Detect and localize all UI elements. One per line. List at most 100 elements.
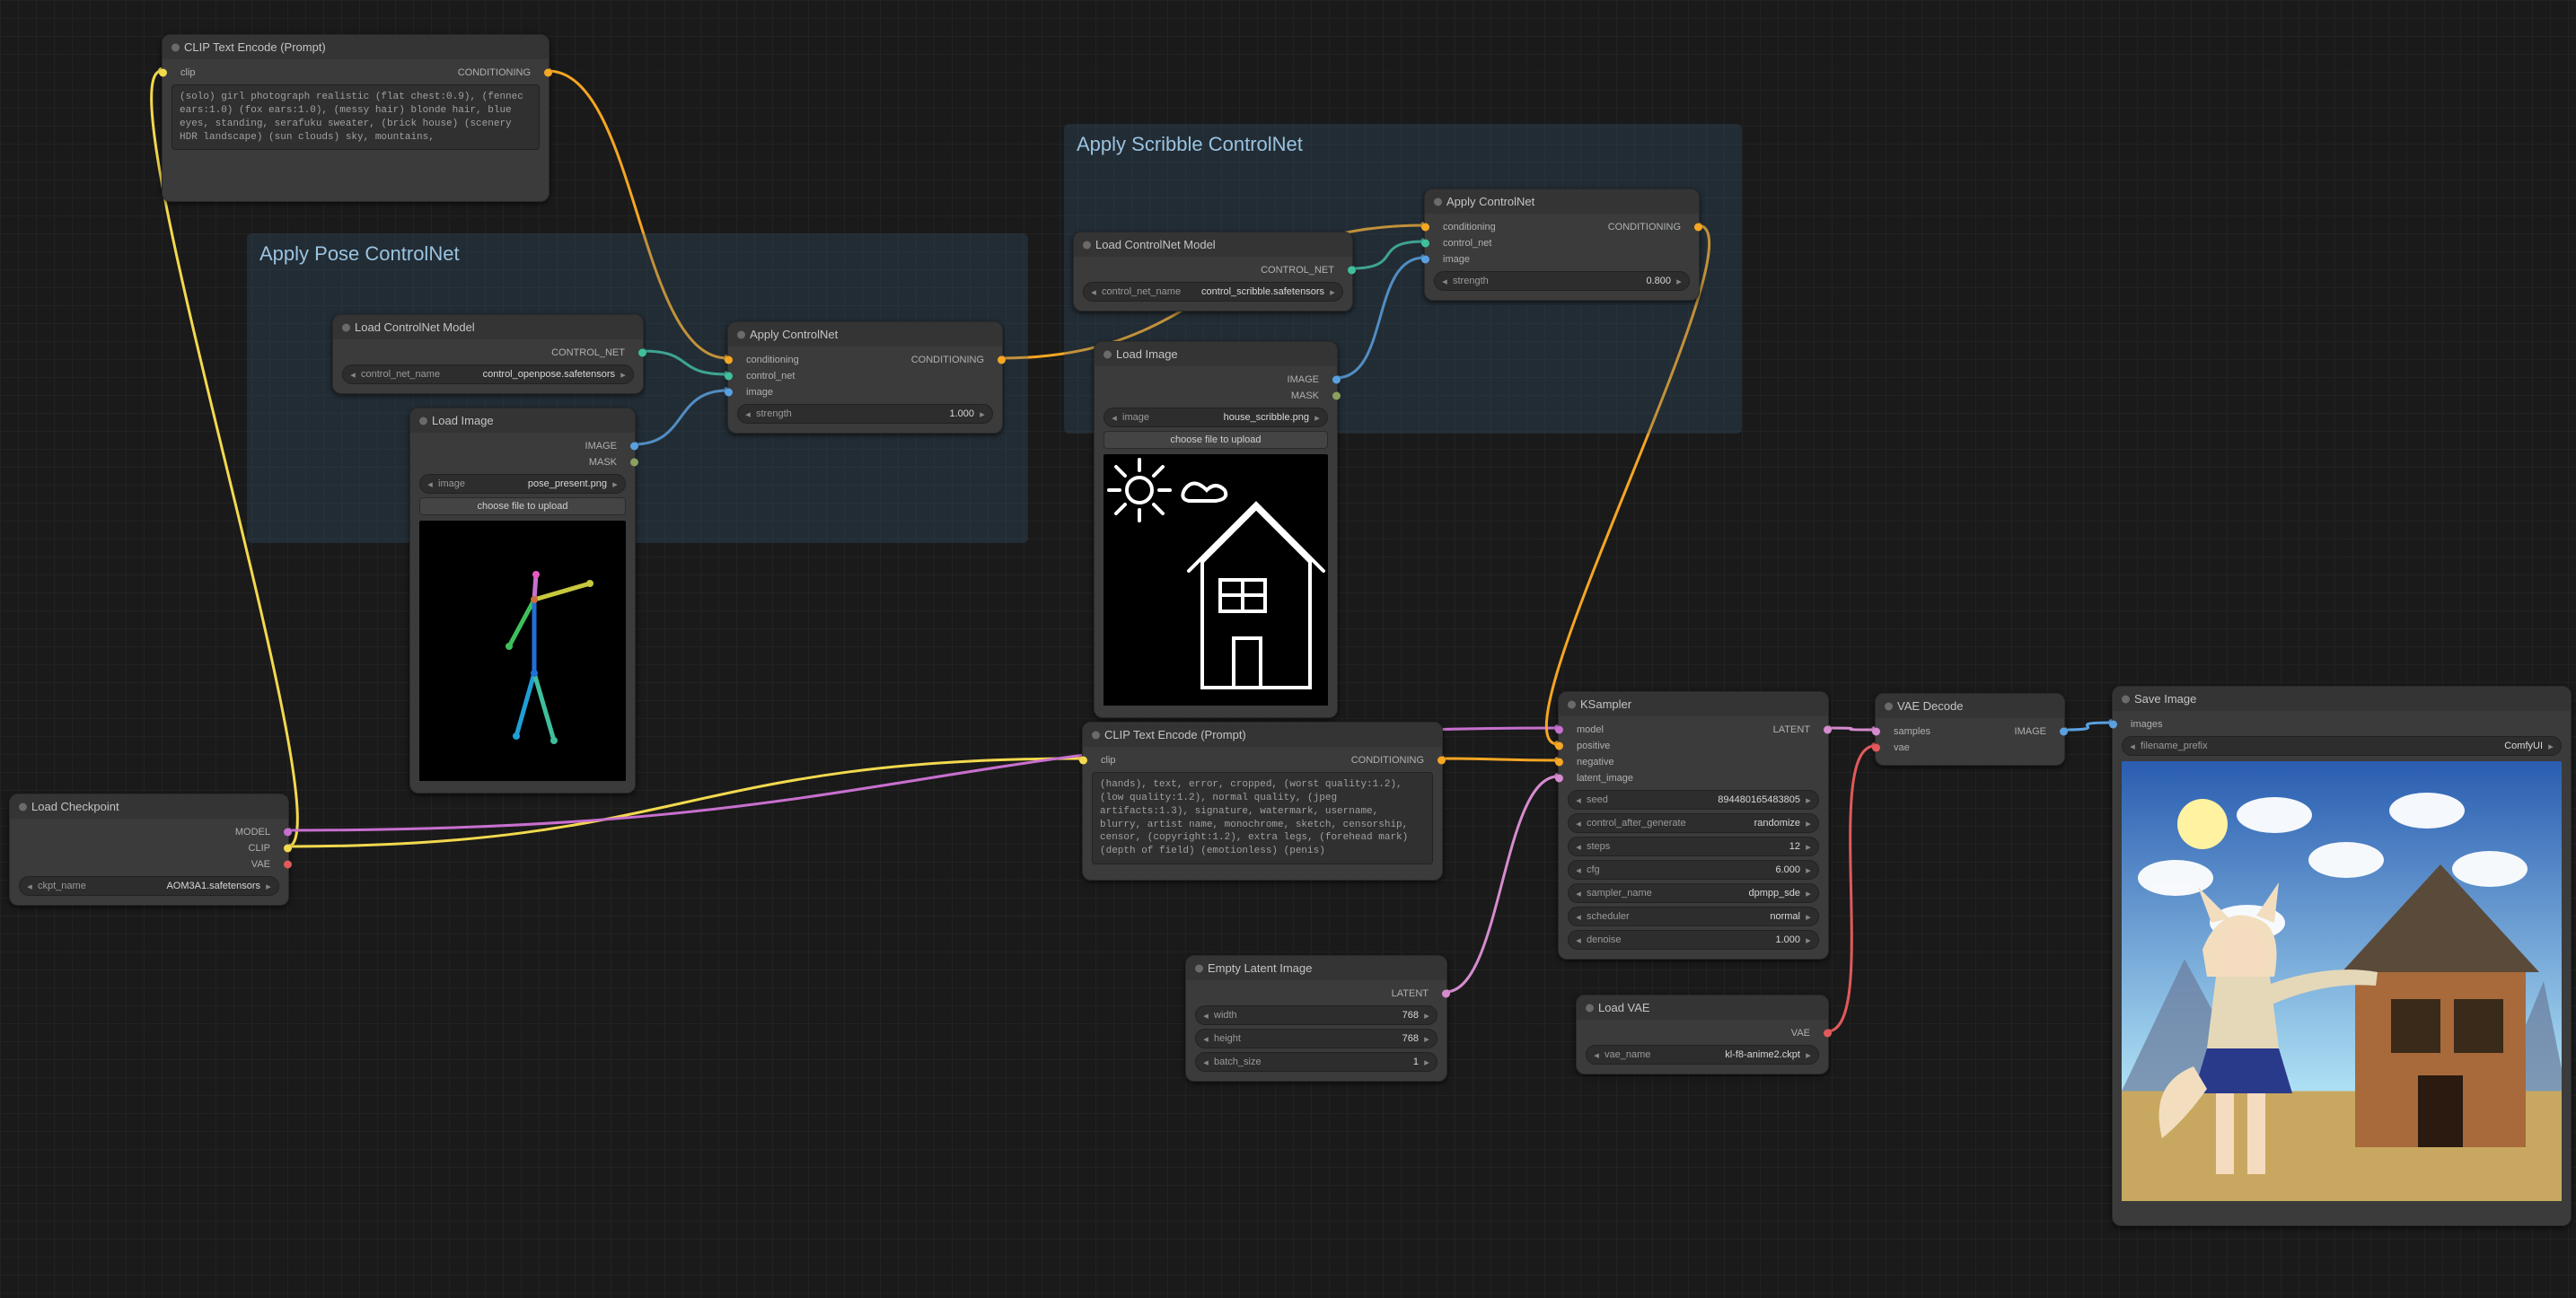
node-title[interactable]: VAE Decode	[1876, 694, 2064, 718]
control_after_generate-widget[interactable]: ◂control_after_generaterandomize▸	[1568, 813, 1819, 833]
node-apply_cn_scribble[interactable]: Apply ControlNetconditioningCONDITIONING…	[1424, 189, 1700, 301]
port-dot-icon[interactable]	[1555, 759, 1563, 767]
widget-value[interactable]: AOM3A1.safetensors	[90, 881, 264, 891]
upload-button[interactable]: choose file to upload	[1103, 431, 1328, 449]
control_net_name-widget[interactable]: ◂control_net_namecontrol_scribble.safete…	[1083, 282, 1343, 302]
arrow-right-icon[interactable]: ▸	[1313, 412, 1322, 424]
port-dot-icon[interactable]	[998, 356, 1006, 364]
input-negative[interactable]: negative	[1568, 757, 1614, 767]
input-control_net[interactable]: control_net	[1434, 238, 1491, 249]
output-VAE[interactable]: VAE	[251, 859, 279, 870]
arrow-right-icon[interactable]: ▸	[1804, 934, 1813, 946]
widget-value[interactable]: pose_present.png	[469, 478, 611, 489]
height-widget[interactable]: ◂height768▸	[1195, 1029, 1437, 1048]
arrow-right-icon[interactable]: ▸	[978, 408, 987, 420]
node-load_img_scribble[interactable]: Load Image IMAGE MASK ◂imagehouse_scribble.…	[1094, 341, 1338, 718]
output-MASK[interactable]: MASK	[1291, 390, 1328, 401]
arrow-right-icon[interactable]: ▸	[1422, 1057, 1431, 1068]
arrow-left-icon[interactable]: ◂	[1574, 794, 1583, 806]
node-load_ckpt[interactable]: Load CheckpointMODELCLIPVAE◂ckpt_nameAOM…	[9, 794, 289, 906]
node-title[interactable]: Load Image	[1095, 342, 1337, 366]
node-title[interactable]: Save Image	[2113, 687, 2571, 711]
widget-value[interactable]: normal	[1633, 911, 1804, 922]
node-clip_pos[interactable]: CLIP Text Encode (Prompt)clipCONDITIONIN…	[162, 34, 549, 202]
widget-value[interactable]: 1	[1265, 1057, 1422, 1067]
node-title[interactable]: KSampler	[1559, 692, 1828, 716]
node-load_cn_pose[interactable]: Load ControlNet Model CONTROL_NET ◂control…	[332, 314, 644, 394]
widget-value[interactable]: control_scribble.safetensors	[1184, 286, 1328, 297]
port-dot-icon[interactable]	[1421, 256, 1429, 264]
prompt-textarea[interactable]: (solo) girl photograph realistic (flat c…	[171, 84, 540, 150]
node-title[interactable]: Apply ControlNet	[728, 322, 1002, 346]
arrow-right-icon[interactable]: ▸	[1328, 286, 1337, 298]
widget-value[interactable]: kl-f8-anime2.ckpt	[1654, 1049, 1804, 1060]
arrow-left-icon[interactable]: ◂	[1089, 286, 1098, 298]
node-load_img_pose[interactable]: Load ImageIMAGEMASK◂imagepose_present.pn…	[409, 408, 636, 794]
widget-value[interactable]: 6.000	[1604, 864, 1804, 875]
node-vae_decode[interactable]: VAE DecodesamplesIMAGEvae	[1875, 693, 2065, 766]
arrow-left-icon[interactable]: ◂	[1592, 1049, 1601, 1061]
output-CONDITIONING[interactable]: CONDITIONING	[911, 355, 993, 365]
node-title[interactable]: Load ControlNet Model	[333, 315, 643, 339]
widget-value[interactable]: randomize	[1690, 818, 1804, 829]
arrow-right-icon[interactable]: ▸	[1422, 1033, 1431, 1045]
port-dot-icon[interactable]	[284, 845, 292, 853]
port-dot-icon[interactable]	[1824, 726, 1832, 734]
arrow-left-icon[interactable]: ◂	[1574, 818, 1583, 829]
arrow-right-icon[interactable]: ▸	[1804, 864, 1813, 876]
port-dot-icon[interactable]	[1421, 240, 1429, 248]
input-vae[interactable]: vae	[1885, 742, 1910, 753]
output-VAE[interactable]: VAE	[1791, 1028, 1819, 1039]
node-save_image[interactable]: Save Imageimages◂filename_prefixComfyUI▸	[2112, 686, 2572, 1226]
image-widget[interactable]: ◂imagepose_present.png▸	[419, 474, 626, 494]
port-dot-icon[interactable]	[1421, 224, 1429, 232]
image-widget[interactable]: ◂imagehouse_scribble.png▸	[1103, 408, 1328, 427]
port-dot-icon[interactable]	[1555, 775, 1563, 783]
output-CONDITIONING[interactable]: CONDITIONING	[1351, 755, 1433, 766]
node-ksampler[interactable]: KSamplermodelLATENTpositivenegativelaten…	[1558, 691, 1829, 960]
widget-value[interactable]: 12	[1613, 841, 1804, 852]
node-title[interactable]: Load Image	[410, 408, 635, 433]
input-image[interactable]: image	[737, 387, 773, 398]
arrow-left-icon[interactable]: ◂	[743, 408, 752, 420]
ckpt_name-widget[interactable]: ◂ckpt_nameAOM3A1.safetensors▸	[19, 876, 279, 896]
port-dot-icon[interactable]	[638, 349, 646, 357]
port-dot-icon[interactable]	[725, 389, 733, 397]
node-title[interactable]: Load Checkpoint	[10, 794, 288, 819]
arrow-right-icon[interactable]: ▸	[619, 369, 628, 381]
batch_size-widget[interactable]: ◂batch_size1▸	[1195, 1052, 1437, 1072]
arrow-left-icon[interactable]: ◂	[1110, 412, 1119, 424]
output-CONTROL_NET[interactable]: CONTROL_NET	[551, 347, 634, 358]
control_net_name-widget[interactable]: ◂control_net_namecontrol_openpose.safete…	[342, 364, 634, 384]
sampler_name-widget[interactable]: ◂sampler_namedpmpp_sde▸	[1568, 883, 1819, 903]
widget-value[interactable]: control_openpose.safetensors	[444, 369, 619, 380]
arrow-left-icon[interactable]: ◂	[1574, 864, 1583, 876]
output-CONDITIONING[interactable]: CONDITIONING	[458, 67, 540, 78]
input-control_net[interactable]: control_net	[737, 371, 795, 382]
output-IMAGE[interactable]: IMAGE	[2015, 726, 2055, 737]
filename_prefix-widget[interactable]: ◂filename_prefixComfyUI▸	[2122, 736, 2562, 756]
output-IMAGE[interactable]: IMAGE	[585, 441, 626, 452]
output-LATENT[interactable]: LATENT	[1392, 988, 1437, 999]
port-dot-icon[interactable]	[1348, 267, 1356, 275]
node-title[interactable]: Load VAE	[1577, 995, 1828, 1020]
input-model[interactable]: model	[1568, 724, 1604, 735]
scheduler-widget[interactable]: ◂schedulernormal▸	[1568, 907, 1819, 926]
node-clip_neg[interactable]: CLIP Text Encode (Prompt)clipCONDITIONIN…	[1082, 722, 1443, 881]
input-clip[interactable]: clip	[171, 67, 196, 78]
arrow-right-icon[interactable]: ▸	[1804, 818, 1813, 829]
steps-widget[interactable]: ◂steps12▸	[1568, 837, 1819, 856]
port-dot-icon[interactable]	[1332, 376, 1341, 384]
prompt-textarea[interactable]: (hands), text, error, cropped, (worst qu…	[1092, 772, 1433, 864]
output-IMAGE[interactable]: IMAGE	[1288, 374, 1328, 385]
input-image[interactable]: image	[1434, 254, 1470, 265]
widget-value[interactable]: 1.000	[1625, 934, 1804, 945]
node-apply_cn_pose[interactable]: Apply ControlNetconditioningCONDITIONING…	[727, 321, 1003, 434]
port-dot-icon[interactable]	[1437, 757, 1446, 765]
arrow-right-icon[interactable]: ▸	[1804, 911, 1813, 923]
port-dot-icon[interactable]	[284, 861, 292, 869]
port-dot-icon[interactable]	[630, 459, 638, 467]
widget-value[interactable]: house_scribble.png	[1153, 412, 1313, 423]
port-dot-icon[interactable]	[1079, 757, 1087, 765]
seed-widget[interactable]: ◂seed894480165483805▸	[1568, 790, 1819, 810]
